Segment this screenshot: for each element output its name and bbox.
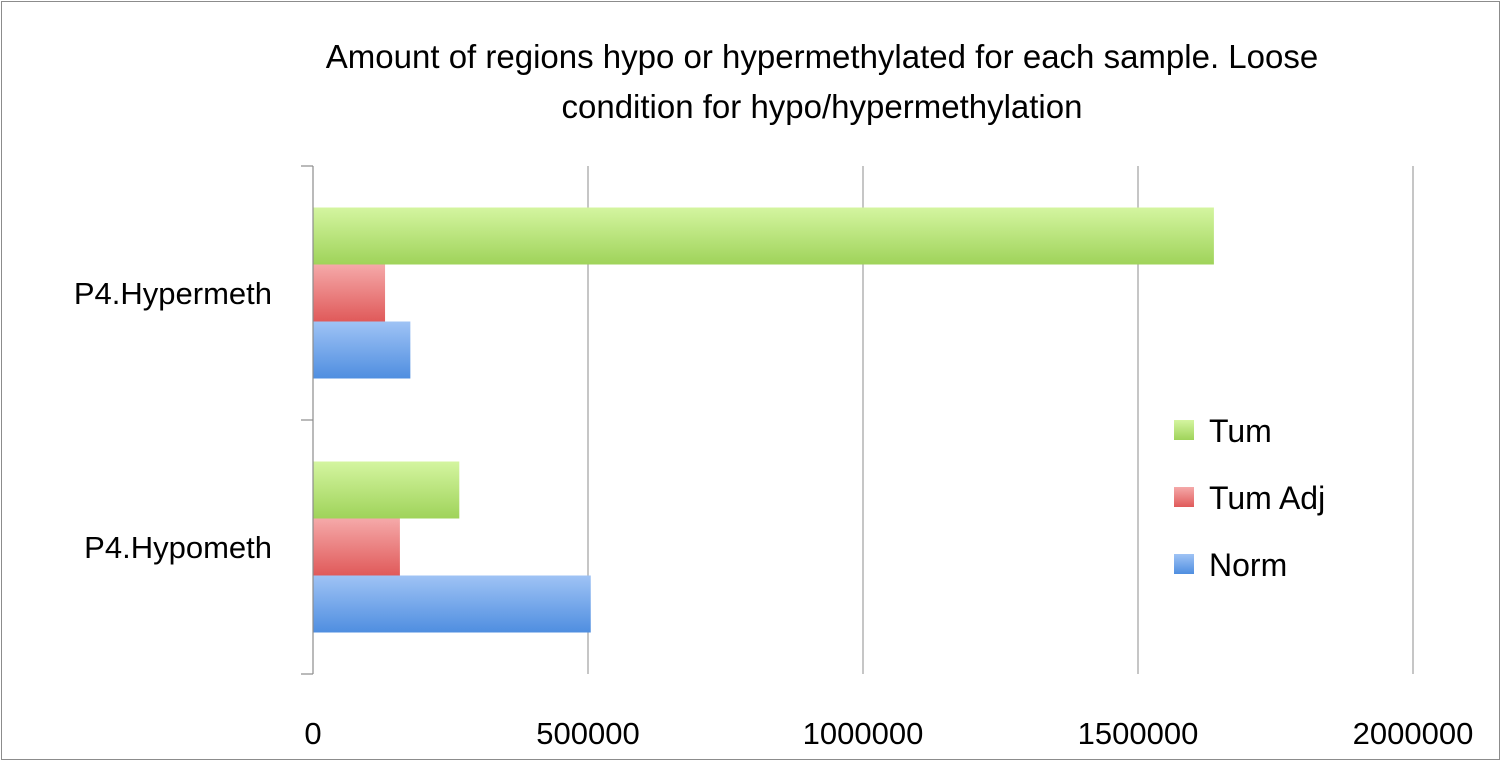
x-tick-label: 500000 (536, 716, 639, 751)
chart-title-line-2: condition for hypo/hypermethylation (562, 88, 1083, 125)
legend-swatch (1174, 487, 1194, 507)
bar-tum-1 (313, 461, 460, 519)
category-label: P4.Hypometh (84, 530, 272, 565)
legend-label: Tum (1209, 413, 1272, 449)
bar-norm-1 (313, 575, 591, 633)
x-tick-label: 0 (304, 716, 321, 751)
legend-label: Norm (1209, 547, 1287, 583)
bar-tum-0 (313, 207, 1214, 265)
bar-norm-0 (313, 321, 411, 379)
bars (313, 207, 1214, 633)
axis-labels: 0 500000 1000000 1500000 2000000 P4.Hypermeth… (74, 276, 1473, 751)
legend-swatch (1174, 420, 1194, 440)
x-tick-label: 1500000 (1078, 716, 1199, 751)
legend-label: Tum Adj (1209, 480, 1325, 516)
x-tick-label: 2000000 (1353, 716, 1474, 751)
axes (301, 165, 314, 675)
legend: Tum Tum Adj Norm (1174, 413, 1325, 583)
legend-swatch (1174, 554, 1194, 574)
category-label: P4.Hypermeth (74, 276, 272, 311)
chart-title-line-1: Amount of regions hypo or hypermethylate… (326, 38, 1318, 75)
bar-tum-adj-0 (313, 264, 386, 322)
x-tick-label: 1000000 (803, 716, 924, 751)
bar-tum-adj-1 (313, 518, 400, 576)
